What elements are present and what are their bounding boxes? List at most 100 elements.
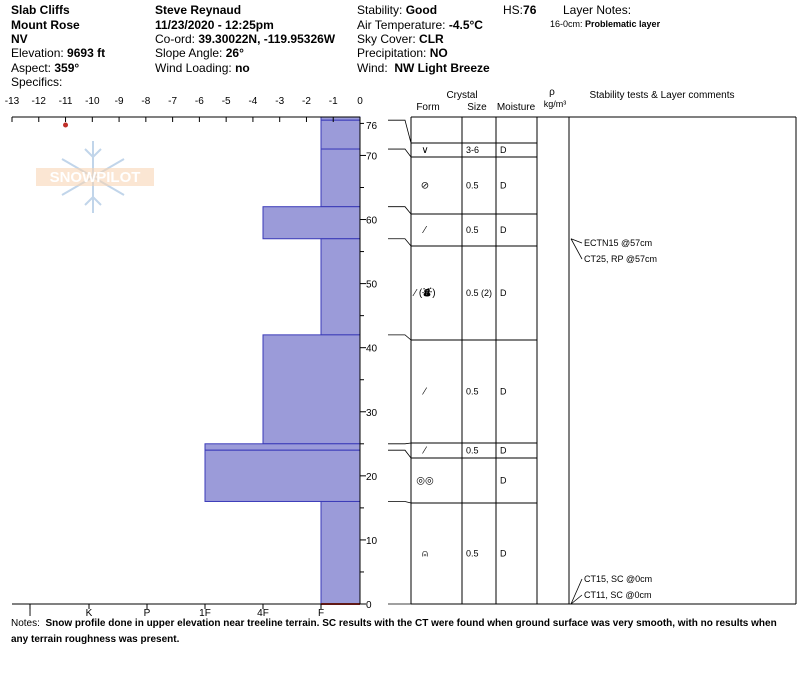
hardness-bar: [204, 443, 361, 451]
layer-connector: [388, 442, 412, 445]
aspect-row: Aspect: 359°: [11, 61, 79, 75]
temp-tick-label: -6: [195, 96, 204, 107]
hardness-tick-label: F: [318, 608, 324, 619]
hardness-bar: [262, 334, 361, 445]
elevation-label: Elevation:: [11, 46, 64, 60]
depth-tick-label: 30: [366, 408, 378, 419]
datetime: 11/23/2020 - 12:25pm: [155, 18, 274, 32]
air-temp-value: -4.5°C: [448, 18, 483, 32]
air-temp-row: Air Temperature: -4.5°C: [357, 18, 483, 32]
stability-test-pointer: [570, 238, 583, 244]
temp-point: [63, 122, 69, 128]
stability-test-label: CT25, RP @57cm: [584, 254, 657, 264]
col-stability-tests: Stability tests & Layer comments: [589, 90, 734, 101]
hardness-tick-label: P: [144, 608, 151, 619]
temp-tick-label: -12: [32, 96, 47, 107]
layer-size: 0.5: [466, 387, 479, 397]
elevation-row: Elevation: 9693 ft: [11, 46, 105, 60]
col-crystal: Crystal: [446, 90, 477, 101]
layer-form: ⁄: [421, 446, 427, 457]
layer-table: Crystal Form Size Moisture ρ kg/m³ Stabi…: [388, 87, 797, 605]
hardness-tick-label: K: [86, 608, 93, 619]
col-rho: ρ: [549, 87, 555, 98]
hs-row: HS:76: [503, 3, 536, 17]
sky-label: Sky Cover:: [357, 32, 416, 46]
sky-value: CLR: [419, 32, 444, 46]
stability-label: Stability:: [357, 3, 403, 17]
hardness-tick-label: 4F: [257, 608, 269, 619]
hardness-bar: [320, 148, 361, 208]
layer-size: 0.5: [466, 446, 479, 456]
layer-moisture: D: [500, 446, 507, 456]
temp-tick-label: -2: [302, 96, 311, 107]
precip-label: Precipitation:: [357, 46, 427, 60]
precip-row: Precipitation: NO: [357, 46, 448, 60]
wind-row: Wind: NW Light Breeze: [357, 61, 490, 75]
layer-form: ◎◎: [416, 476, 434, 487]
depth-tick-label: 0: [366, 600, 372, 611]
layer-connector: [388, 501, 412, 504]
notes-label: Notes:: [11, 618, 40, 629]
notes: Notes: Snow profile done in upper elevat…: [11, 616, 796, 648]
temp-tick-label: -8: [141, 96, 150, 107]
area: Mount Rose: [11, 18, 80, 32]
stability-test-pointer: [570, 578, 583, 605]
wind-loading-value: no: [235, 61, 250, 75]
temp-tick-label: -13: [5, 96, 20, 107]
wind-value: NW Light Breeze: [394, 61, 490, 75]
depth-tick-label: 70: [366, 151, 378, 162]
hardness-bar: [320, 238, 361, 336]
air-temp-label: Air Temperature:: [357, 18, 446, 32]
layer-form: ⊘: [421, 181, 429, 192]
temp-tick-label: -4: [248, 96, 257, 107]
layer-connector: [388, 206, 412, 215]
stability-test-label: ECTN15 @57cm: [584, 238, 652, 248]
hs-value: 76: [523, 3, 537, 17]
wind-label: Wind:: [357, 61, 388, 75]
slope-value: 26°: [225, 46, 244, 60]
snowpilot-logo: SNOWPILOT: [36, 141, 154, 213]
hardness-bar: [320, 119, 361, 150]
slope-row: Slope Angle: 26°: [155, 46, 244, 60]
layer-form: ⁄: [421, 225, 427, 236]
profile-axes: -13 -12 -11 -10 -9 -8 -7 -6 -5 -4 -3 -2 -1 0I K P 1F 4F F0…: [5, 96, 378, 619]
hardness-bar: [204, 449, 361, 502]
layer-size: 0.5 (2): [466, 288, 492, 298]
specifics-label: Specifics:: [11, 75, 63, 89]
layer-moisture: D: [500, 145, 507, 155]
depth-top-label: 76: [366, 121, 378, 132]
layer-moisture: D: [500, 476, 507, 486]
temp-tick-label: -1: [329, 96, 338, 107]
col-form: Form: [416, 102, 439, 113]
layer-note-range: 16-0cm:: [550, 19, 583, 29]
snow-profile-chart: SNOWPILOT -13 -12 -11 -10 -9 -8 -7 -6 -5 -4 -3 -2 -1…: [5, 87, 797, 619]
state: NV: [11, 32, 28, 46]
stability-test-label: CT11, SC @0cm: [584, 590, 651, 600]
depth-tick-label: 10: [366, 536, 378, 547]
notes-text: Snow profile done in upper elevation nea…: [11, 618, 777, 645]
coord-value: 39.30022N, -119.95326W: [198, 32, 336, 46]
layer-connector: [388, 449, 412, 459]
hardness-bar: [320, 500, 361, 605]
stability-value: Good: [405, 3, 438, 17]
layer-connector: [388, 148, 412, 158]
stability-test-pointer: [570, 594, 583, 605]
elevation-value: 9693 ft: [67, 46, 106, 60]
layer-moisture: D: [500, 225, 507, 235]
layer-moisture: D: [500, 181, 507, 191]
hardness-profile: [204, 116, 361, 605]
temp-tick-label: -5: [222, 96, 231, 107]
temp-tick-label: -7: [168, 96, 177, 107]
temp-tick-label: -3: [275, 96, 284, 107]
layer-notes-label: Layer Notes:: [563, 3, 632, 17]
precip-value: NO: [429, 46, 448, 60]
wind-loading-label: Wind Loading:: [155, 61, 232, 75]
location: Slab Cliffs: [11, 3, 70, 17]
layer-form: ∨: [421, 145, 428, 156]
hardness-tick-label: I: [29, 608, 32, 619]
layer-size: 0.5: [466, 549, 479, 559]
layer-moisture: D: [500, 549, 507, 559]
layer-size: 3-6: [466, 145, 479, 155]
slope-label: Slope Angle:: [155, 46, 223, 60]
depth-tick-label: 20: [366, 472, 378, 483]
